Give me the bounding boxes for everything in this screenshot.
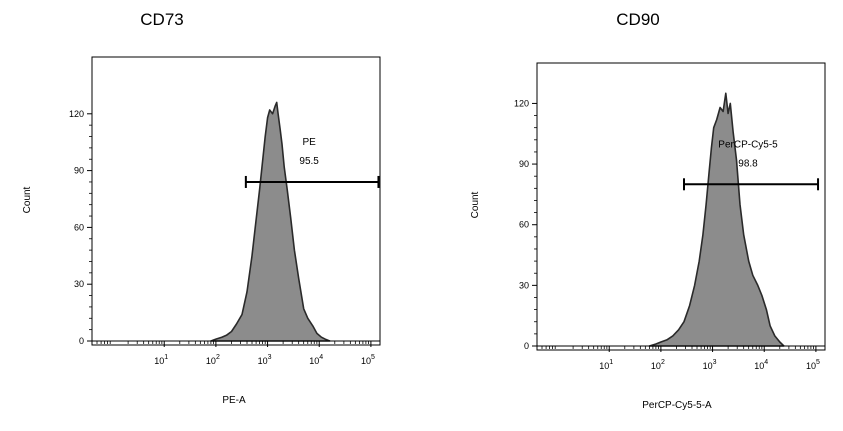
y-tick-label: 60 [74,222,84,232]
x-tick-exponent: 3 [713,359,717,366]
gate-percent: 98.8 [738,158,758,169]
y-tick-label: 30 [74,279,84,289]
y-tick-label: 30 [519,280,529,290]
gate-label-background [740,132,763,177]
x-tick-label: 102 [206,354,220,366]
x-tick-label: 103 [258,354,272,366]
x-tick-base: 10 [154,356,164,366]
chart-title: CD90 [616,10,659,29]
x-tick-exponent: 4 [764,359,768,366]
x-tick-base: 10 [309,356,319,366]
histogram-area [210,101,331,342]
x-tick-exponent: 2 [216,354,220,361]
gate-name: PE [302,137,316,148]
x-tick-base: 10 [258,356,268,366]
plot-frame [536,62,826,351]
x-tick-label: 104 [309,354,323,366]
y-tick-label: 60 [519,220,529,230]
y-tick-label: 0 [524,341,529,351]
y-axis-label: Count [470,191,481,218]
x-tick-label: 104 [754,359,768,371]
x-tick-exponent: 1 [609,359,613,366]
x-tick-exponent: 4 [319,354,323,361]
x-tick-label: 105 [361,354,375,366]
x-tick-label: 105 [806,359,820,371]
y-axis-label: Count [22,186,33,213]
gate-percent: 95.5 [299,156,319,167]
x-tick-exponent: 5 [371,354,375,361]
y-tick-label: 120 [69,109,84,119]
x-axis-label: PE-A [222,395,246,406]
gate-name: PerCP-Cy5-5 [718,139,778,150]
x-tick-base: 10 [206,356,216,366]
chart-title: CD73 [140,10,183,29]
x-tick-base: 10 [703,361,713,371]
x-tick-base: 10 [651,361,661,371]
x-tick-base: 10 [806,361,816,371]
x-tick-base: 10 [599,361,609,371]
plot-frame [91,56,381,346]
x-tick-base: 10 [754,361,764,371]
y-tick-label: 90 [519,159,529,169]
x-tick-label: 102 [651,359,665,371]
y-tick-label: 120 [514,98,529,108]
x-tick-label: 103 [703,359,717,371]
x-tick-exponent: 5 [816,359,820,366]
x-axis-label: PerCP-Cy5-5-A [642,400,712,411]
x-tick-exponent: 3 [268,354,272,361]
x-tick-exponent: 1 [164,354,168,361]
x-tick-label: 101 [154,354,168,366]
x-tick-base: 10 [361,356,371,366]
x-tick-label: 101 [599,359,613,371]
x-tick-exponent: 2 [661,359,665,366]
y-tick-label: 0 [79,336,84,346]
histogram-area [648,92,785,347]
y-tick-label: 90 [74,166,84,176]
